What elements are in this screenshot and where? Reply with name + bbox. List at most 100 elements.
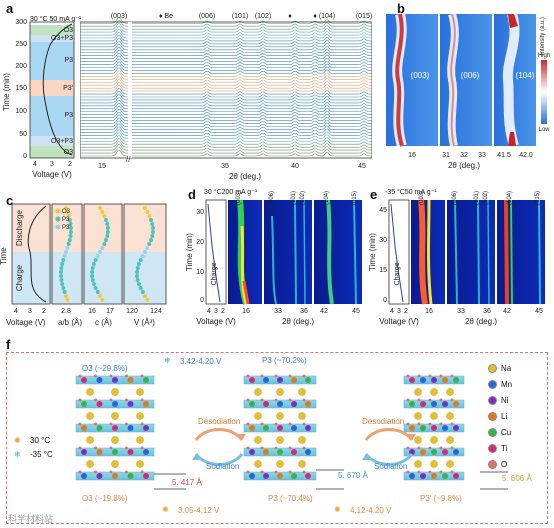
- na-atom: [86, 412, 94, 420]
- a-time-tick-300: 300: [15, 19, 27, 26]
- a-time-tick-50: 50: [19, 131, 27, 138]
- o-atom: [246, 446, 250, 450]
- d-voltage-label: Voltage (V): [196, 317, 236, 326]
- tm-atom: [409, 425, 415, 431]
- panel-e-heatmap: -35 °C50 mA g⁻¹ (003) (006) (101) (102) …: [368, 188, 545, 326]
- o-atom: [406, 446, 410, 450]
- legend-label: Na: [501, 364, 512, 373]
- tm-atom: [453, 377, 459, 383]
- c-datapoint: [60, 282, 65, 286]
- b-peak-104: (104): [516, 71, 535, 80]
- tm-atom: [143, 449, 149, 455]
- f-top-mid: P3 (~70.2%): [262, 356, 307, 365]
- o-atom: [302, 470, 306, 474]
- tm-atom: [143, 473, 149, 479]
- legend-label: Ni: [501, 396, 509, 405]
- a-theta-tick-15: 15: [98, 163, 106, 170]
- c-datapoint: [140, 254, 145, 258]
- tm-atom: [263, 377, 269, 383]
- a-peak-006: (006): [199, 13, 215, 20]
- f-sodiation-1: Sodiation: [206, 462, 240, 471]
- c-datapoint: [61, 258, 66, 262]
- c-datapoint: [150, 226, 155, 230]
- o-atom: [246, 470, 250, 474]
- o-atom: [288, 374, 292, 378]
- o-atom: [288, 422, 292, 426]
- legend-label: Ti: [501, 444, 508, 453]
- c-datapoint: [135, 278, 140, 282]
- f-desodiation-1: Desodiation: [198, 417, 241, 426]
- b-intensity-high: High: [538, 53, 550, 59]
- tm-atom: [442, 449, 448, 455]
- c-datapoint: [65, 246, 70, 250]
- panel-c-label: c: [6, 193, 14, 208]
- svg-text:(104): (104): [507, 191, 513, 205]
- svg-text:(102): (102): [483, 191, 489, 205]
- na-atom: [111, 436, 119, 444]
- na-atom: [414, 388, 422, 396]
- na-atom: [430, 388, 438, 396]
- c-datapoint: [138, 286, 143, 290]
- a-phase-o3p3-bottom: O3+P3: [51, 138, 73, 145]
- b-tick-42.0: 42.0: [519, 152, 533, 159]
- c-vtick-124: 124: [150, 308, 162, 315]
- svg-text:2: 2: [404, 308, 408, 315]
- c-datapoint: [68, 226, 73, 230]
- o-atom: [109, 374, 113, 378]
- o-atom: [274, 446, 278, 450]
- o-atom: [78, 470, 82, 474]
- o-atom: [406, 374, 410, 378]
- c-datapoint: [59, 278, 64, 282]
- tm-atom: [453, 473, 459, 479]
- tm-atom: [81, 401, 87, 407]
- o-atom: [94, 398, 97, 402]
- c-datapoint: [61, 286, 66, 290]
- f-bottom-mid: P3 (~70.4%): [268, 494, 313, 503]
- b-tick-32: 32: [460, 152, 468, 159]
- na-atom: [430, 460, 438, 468]
- c-datapoint: [150, 230, 155, 234]
- legend-dot: [488, 364, 497, 374]
- panel-f-structures: [75, 374, 508, 490]
- c-datapoint: [66, 242, 71, 246]
- o-atom: [78, 446, 82, 450]
- c-datapoint: [59, 266, 64, 270]
- c-datapoint: [136, 262, 141, 266]
- o-atom: [428, 422, 432, 426]
- tm-atom: [81, 377, 87, 383]
- a-theta-axis-label: 2θ (deg.): [229, 172, 261, 181]
- na-atom: [111, 388, 119, 396]
- c-datapoint: [105, 222, 110, 226]
- tm-atom: [409, 449, 415, 455]
- c-datapoint: [67, 218, 72, 222]
- o-atom: [406, 470, 410, 474]
- c-datapoint: [66, 214, 71, 218]
- tm-atom: [453, 401, 459, 407]
- tm-atom: [431, 449, 437, 455]
- panel-a-voltage-plot: 0 50 100 150 200 250 300 4 3 2 Voltage (…: [2, 19, 75, 179]
- b-peak-003: (003): [411, 71, 430, 80]
- a-peak-015: (015): [356, 13, 372, 20]
- tm-atom: [442, 425, 448, 431]
- tm-atom: [127, 401, 134, 407]
- c-datapoint: [135, 274, 140, 278]
- a-theta-tick-40: 40: [291, 163, 299, 170]
- tm-atom: [431, 425, 437, 431]
- svg-text://: //: [126, 155, 131, 164]
- c-datapoint: [105, 226, 110, 230]
- tm-atom: [277, 425, 283, 431]
- o-atom: [246, 398, 250, 402]
- tm-atom: [409, 401, 415, 407]
- b-tick-31: 31: [442, 152, 450, 159]
- panel-e-label: e: [370, 187, 378, 202]
- c-datapoint: [90, 274, 95, 278]
- svg-text:(003): (003): [419, 191, 425, 205]
- o-atom: [428, 470, 432, 474]
- panel-b-contour: (003) (006) (104) Intensity (a.u.) High …: [386, 12, 550, 170]
- tm-atom: [127, 473, 134, 479]
- c-datapoint: [59, 274, 64, 278]
- tm-atom: [291, 473, 297, 479]
- e-time-label: Time (min): [368, 233, 377, 271]
- c-legend-p3prime: P3': [62, 225, 70, 231]
- svg-text:30: 30: [196, 209, 204, 216]
